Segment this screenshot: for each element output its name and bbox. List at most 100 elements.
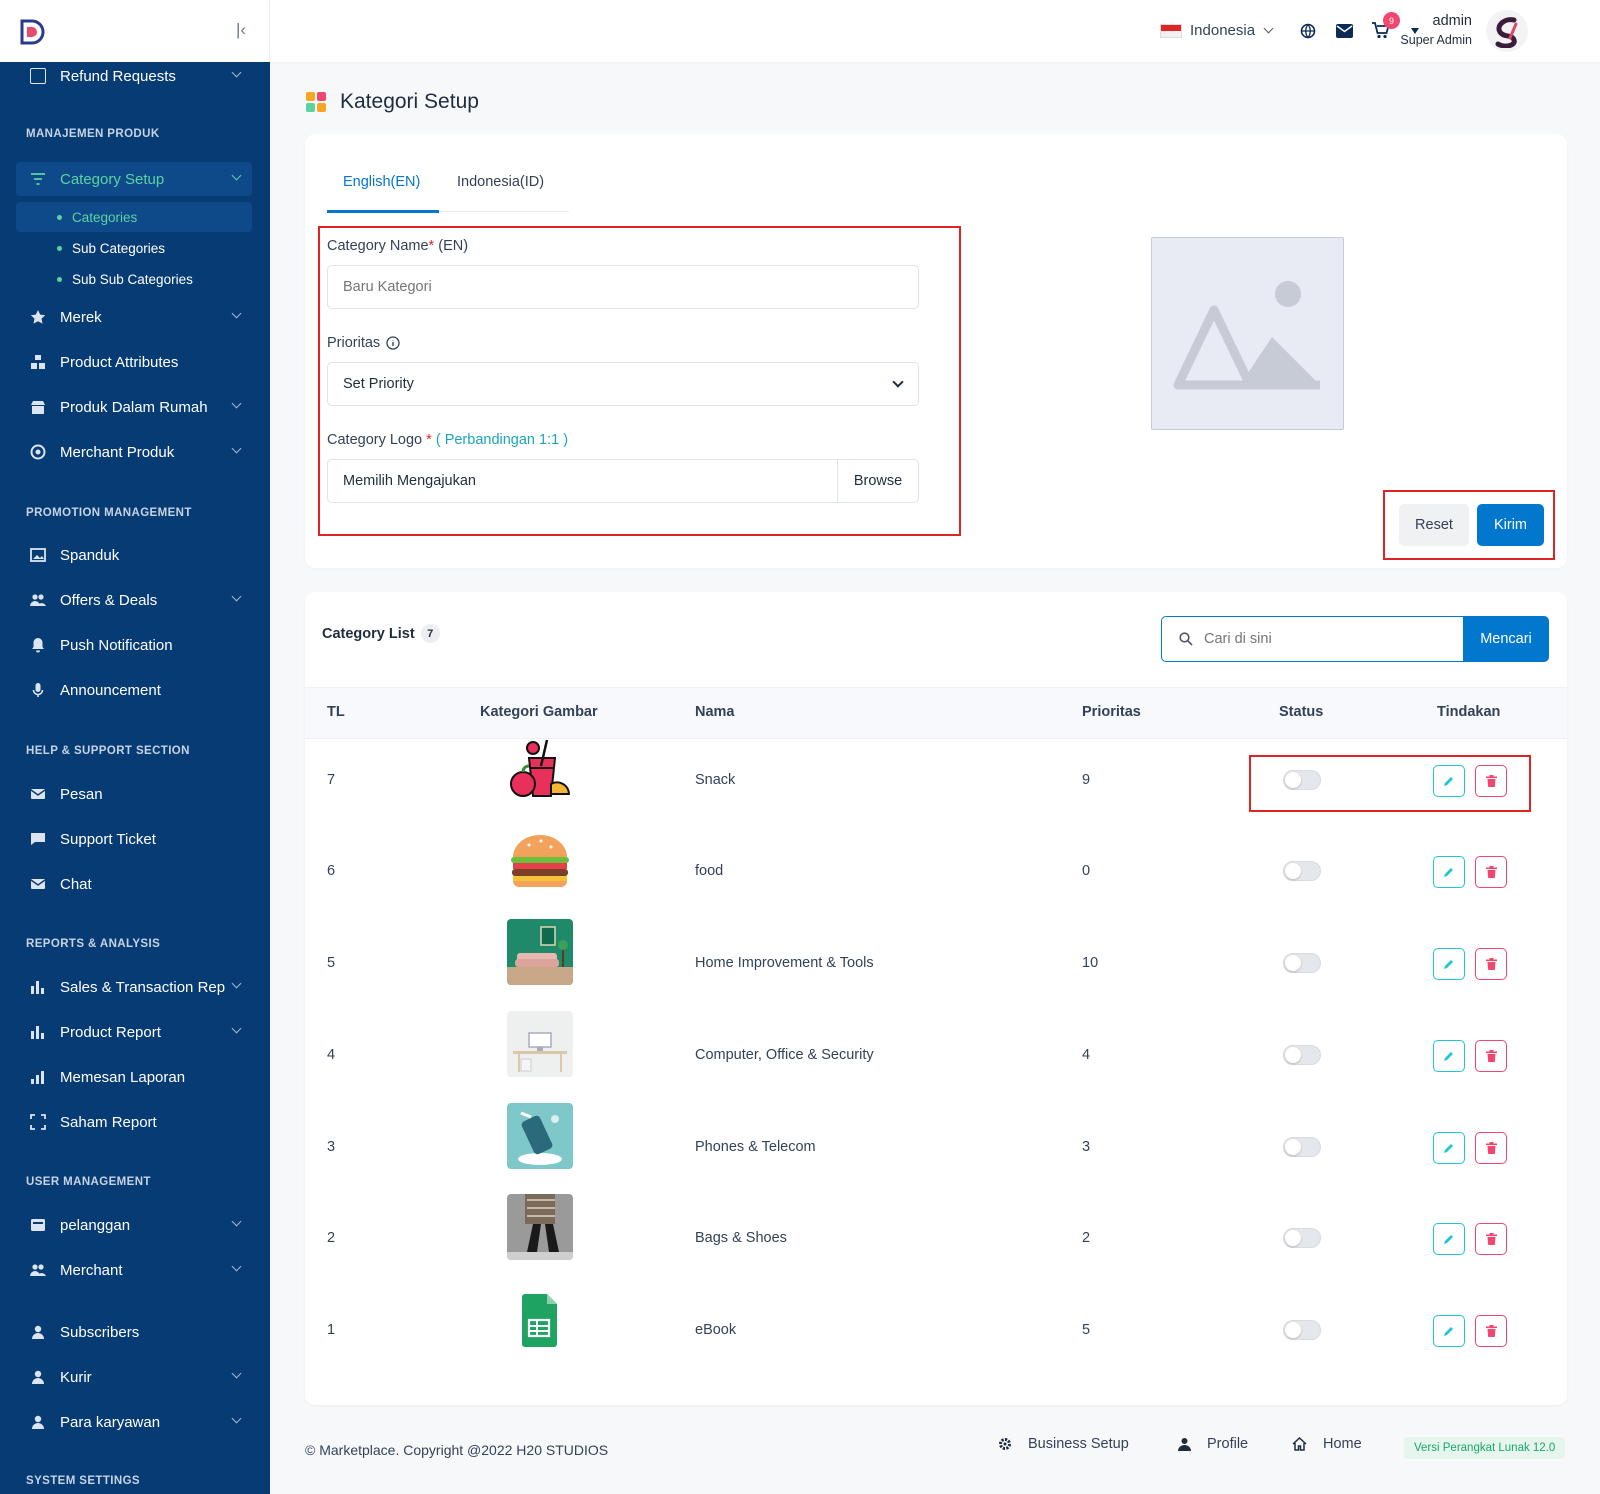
pencil-icon bbox=[1444, 1144, 1453, 1153]
delete-button[interactable] bbox=[1475, 765, 1507, 797]
pencil-icon bbox=[1444, 1327, 1453, 1336]
edit-button[interactable] bbox=[1433, 1040, 1465, 1072]
sidebar-item-push[interactable]: Push Notification bbox=[16, 628, 252, 662]
sidebar-item-karyawan[interactable]: Para karyawan bbox=[16, 1405, 252, 1439]
form-highlight-box bbox=[318, 226, 961, 536]
status-toggle[interactable] bbox=[1283, 1137, 1321, 1157]
submit-button[interactable]: Kirim bbox=[1477, 504, 1544, 546]
edit-button[interactable] bbox=[1433, 765, 1465, 797]
sidebar-item-chat[interactable]: Chat bbox=[16, 867, 252, 901]
cart-count-badge: 9 bbox=[1383, 12, 1400, 29]
sidebar-item-offers[interactable]: Offers & Deals bbox=[16, 583, 252, 617]
status-toggle[interactable] bbox=[1283, 1320, 1321, 1340]
browse-button[interactable]: Browse bbox=[837, 460, 918, 502]
sidebar-item-subscribers[interactable]: Subscribers bbox=[16, 1315, 252, 1349]
bell-icon bbox=[32, 638, 44, 653]
sidebar-item-pesan[interactable]: Pesan bbox=[16, 777, 252, 811]
delete-button[interactable] bbox=[1475, 1132, 1507, 1164]
search-input[interactable] bbox=[1204, 617, 1454, 661]
row-priority: 0 bbox=[1082, 863, 1091, 879]
pencil-icon bbox=[1444, 777, 1453, 786]
status-toggle[interactable] bbox=[1283, 861, 1321, 881]
tab-english[interactable]: English(EN) bbox=[343, 174, 421, 190]
sidebar-item-ticket[interactable]: Support Ticket bbox=[16, 822, 252, 856]
delete-button[interactable] bbox=[1475, 1223, 1507, 1255]
bar-chart-icon bbox=[31, 981, 44, 994]
sidebar-item-spanduk[interactable]: Spanduk bbox=[16, 538, 252, 572]
edit-button[interactable] bbox=[1433, 1132, 1465, 1164]
sidebar-item-inhouse[interactable]: Produk Dalam Rumah bbox=[16, 390, 252, 424]
footer-home-label: Home bbox=[1323, 1436, 1362, 1452]
table-row bbox=[305, 1119, 1567, 1209]
trash-icon bbox=[1485, 775, 1497, 787]
chat-bubble-icon bbox=[31, 833, 45, 845]
edit-button[interactable] bbox=[1433, 856, 1465, 888]
sidebar-subitem-sub-sub-categories[interactable]: Sub Sub Categories bbox=[16, 264, 252, 294]
sidebar-item-stock-report[interactable]: Saham Report bbox=[16, 1105, 252, 1139]
sidebar-item-merchant-produk[interactable]: Merchant Produk bbox=[16, 435, 252, 469]
status-toggle[interactable] bbox=[1283, 770, 1321, 790]
sidebar-item-pelanggan[interactable]: pelanggan bbox=[16, 1208, 252, 1242]
users-icon bbox=[30, 594, 46, 606]
row-priority: 9 bbox=[1082, 772, 1091, 788]
image-placeholder bbox=[1151, 237, 1344, 430]
sidebar-item-category-setup[interactable]: Category Setup bbox=[16, 162, 252, 196]
edit-button[interactable] bbox=[1433, 948, 1465, 980]
user-icon bbox=[32, 1415, 44, 1429]
language-label: Indonesia bbox=[1190, 22, 1256, 39]
row-priority: 4 bbox=[1082, 1047, 1091, 1063]
status-toggle[interactable] bbox=[1283, 1228, 1321, 1248]
caret-down-icon[interactable] bbox=[1411, 28, 1419, 34]
category-name-input[interactable] bbox=[327, 265, 919, 309]
category-image bbox=[507, 1286, 573, 1352]
priority-select[interactable]: Set Priority bbox=[327, 362, 919, 406]
sidebar-item-sales[interactable]: Sales & Transaction Rep bbox=[16, 970, 252, 1004]
sidebar-item-announcement[interactable]: Announcement bbox=[16, 673, 252, 707]
sidebar-item-product-report[interactable]: Product Report bbox=[16, 1015, 252, 1049]
delete-button[interactable] bbox=[1475, 1315, 1507, 1347]
users-icon bbox=[30, 1264, 46, 1276]
chevron-down-icon bbox=[231, 1413, 242, 1424]
sidebar-subitem-sub-categories[interactable]: Sub Categories bbox=[16, 233, 252, 263]
sidebar-subitem-categories[interactable]: Categories bbox=[16, 202, 252, 232]
search-button[interactable]: Mencari bbox=[1463, 616, 1549, 662]
sidebar-item-merchant[interactable]: Merchant bbox=[16, 1253, 252, 1287]
footer-profile-link[interactable]: Profile bbox=[1178, 1436, 1248, 1452]
status-toggle[interactable] bbox=[1283, 953, 1321, 973]
status-toggle[interactable] bbox=[1283, 1045, 1321, 1065]
sidebar-item-label: Memesan Laporan bbox=[60, 1068, 186, 1086]
pencil-icon bbox=[1444, 1235, 1453, 1244]
footer-business-link[interactable]: Business Setup bbox=[998, 1436, 1129, 1452]
avatar[interactable] bbox=[1486, 10, 1528, 52]
edit-button[interactable] bbox=[1433, 1223, 1465, 1255]
row-name: Bags & Shoes bbox=[695, 1230, 787, 1246]
sidebar-item-order-report[interactable]: Memesan Laporan bbox=[16, 1060, 252, 1094]
chevron-down-icon bbox=[1263, 23, 1274, 34]
sidebar-item-refund[interactable]: Refund Requests bbox=[16, 59, 252, 93]
delete-button[interactable] bbox=[1475, 856, 1507, 888]
logo-file-input[interactable]: Memilih Mengajukan Browse bbox=[327, 459, 919, 503]
sidebar-item-label: Merek bbox=[60, 308, 102, 326]
store-icon bbox=[31, 401, 45, 414]
user-icon bbox=[32, 1325, 44, 1339]
category-name-label-text: Category Name bbox=[327, 238, 429, 254]
sidebar-item-merek[interactable]: Merek bbox=[16, 300, 252, 334]
tab-indonesia[interactable]: Indonesia(ID) bbox=[457, 174, 545, 190]
language-selector[interactable]: Indonesia bbox=[1160, 22, 1274, 39]
row-priority: 10 bbox=[1082, 955, 1099, 971]
collapse-sidebar-icon[interactable]: |‹ bbox=[236, 20, 247, 39]
sidebar-item-kurir[interactable]: Kurir bbox=[16, 1360, 252, 1394]
mail-icon[interactable] bbox=[1336, 24, 1353, 38]
footer-home-link[interactable]: Home bbox=[1292, 1436, 1362, 1452]
actions-highlight-box bbox=[1249, 755, 1531, 812]
brand-logo[interactable] bbox=[18, 18, 46, 46]
sofa-room-photo bbox=[507, 919, 573, 985]
globe-icon[interactable] bbox=[1300, 23, 1316, 39]
table-row bbox=[305, 1210, 1567, 1300]
delete-button[interactable] bbox=[1475, 948, 1507, 980]
delete-button[interactable] bbox=[1475, 1040, 1507, 1072]
info-icon[interactable] bbox=[386, 336, 400, 350]
sidebar-item-attributes[interactable]: Product Attributes bbox=[16, 345, 252, 379]
edit-button[interactable] bbox=[1433, 1315, 1465, 1347]
reset-button[interactable]: Reset bbox=[1399, 504, 1469, 546]
